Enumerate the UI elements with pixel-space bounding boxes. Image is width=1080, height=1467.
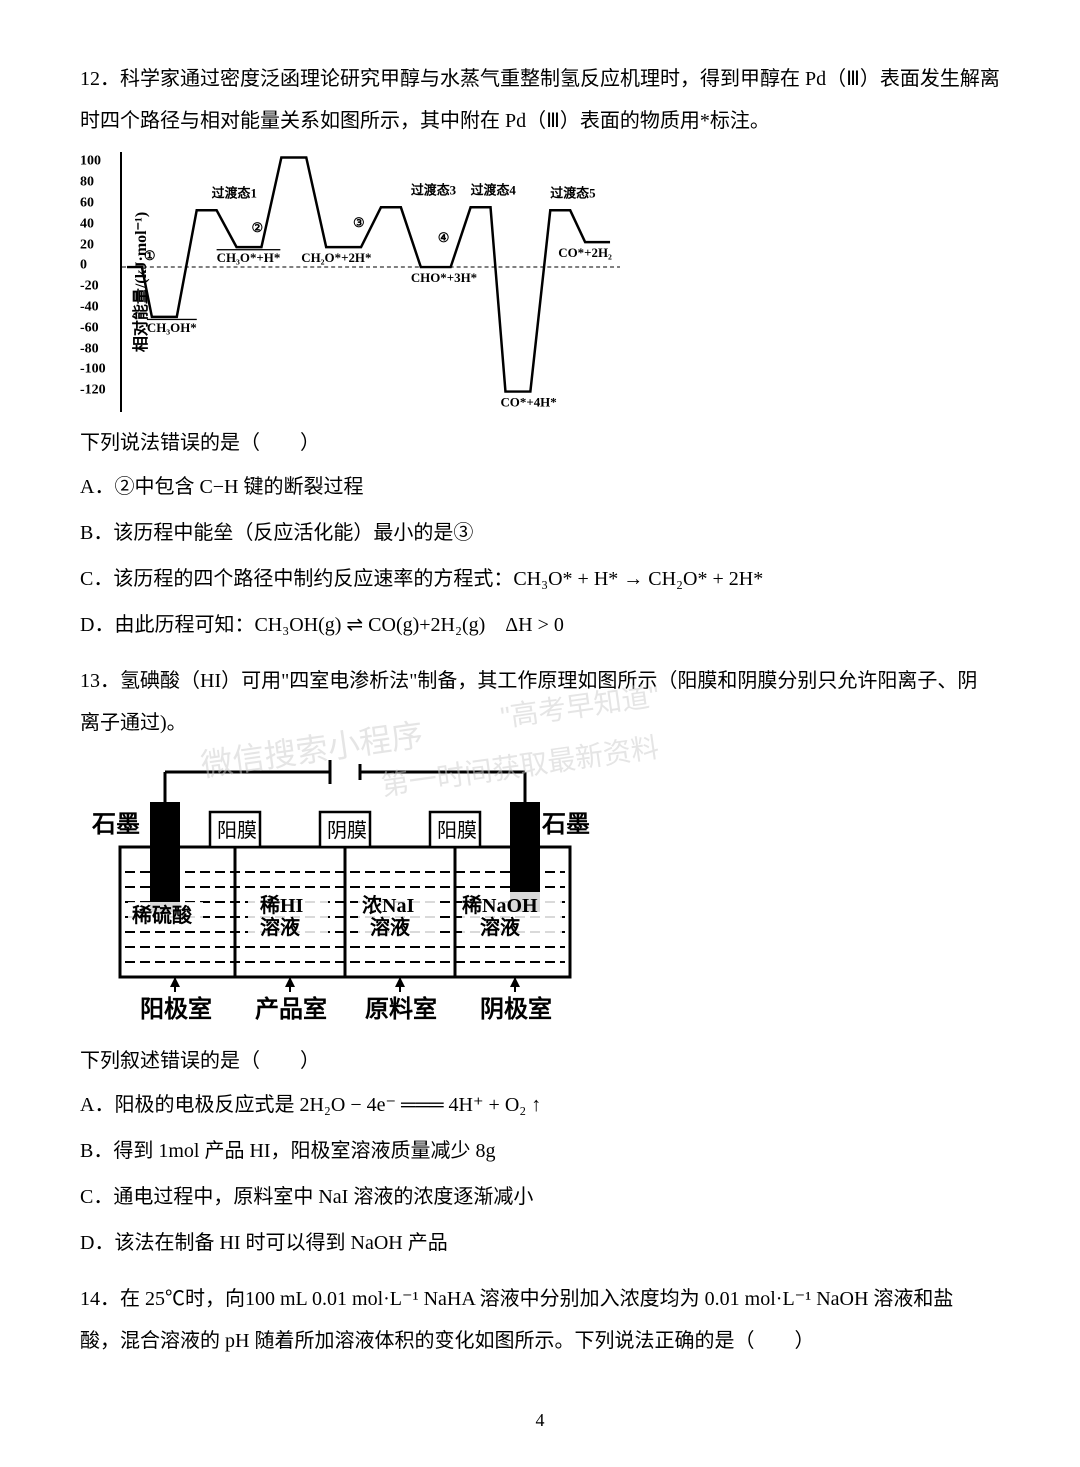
chamber: 稀NaOH xyxy=(462,893,538,917)
chamber: 浓NaI xyxy=(362,894,414,917)
q14-line2: 酸，混合溶液的 pH 随着所加溶液体积的变化如图所示。下列说法正确的是（ ） xyxy=(80,1322,1000,1360)
optd-prefix: D．由此历程可知： xyxy=(80,614,254,636)
q12-stem: 12．科学家通过密度泛函理论研究甲醇与水蒸气重整制氢反应机理时，得到甲醇在 Pd… xyxy=(80,60,1000,140)
q13-line1: 13．氢碘酸（HI）可用"四室电渗析法"制备，其工作原理如图所示（阳膜和阴膜分别… xyxy=(80,662,1000,700)
chamber: 溶液 xyxy=(480,915,521,939)
q13-figure: 阳膜 阴膜 阳膜 石墨 石墨 稀硫酸 稀HI 溶液 浓NaI 溶液 稀NaOH xyxy=(80,752,600,1032)
step-label: ③ xyxy=(353,215,365,230)
ts-label: 过渡态4 xyxy=(471,182,517,197)
step-label: ① xyxy=(144,248,156,263)
q12-figure: 相对能量/(kJ·mol⁻¹) 100 80 60 40 20 0 -20 -4… xyxy=(120,152,1000,412)
species: CH₃OH* xyxy=(147,320,197,335)
q12-opt-c: C．该历程的四个路径中制约反应速率的方程式：CH₃O* + H* → CH₂O*… xyxy=(80,560,1000,598)
chamber-label: 产品室 xyxy=(255,995,327,1023)
page-number: 4 xyxy=(536,1403,545,1437)
optc-prefix: C．该历程的四个路径中制约反应速率的方程式： xyxy=(80,568,513,590)
chamber: 稀HI xyxy=(260,893,304,917)
optc-formula: CH₃O* + H* → CH₂O* + 2H* xyxy=(513,568,763,590)
q12-line2: 时四个路径与相对能量关系如图所示，其中附在 Pd（Ⅲ）表面的物质用*标注。 xyxy=(80,102,1000,140)
energy-svg: 过渡态1 过渡态2 过渡态3 过渡态4 过渡态5 CH₃OH* CH₃O*+H*… xyxy=(122,152,620,412)
q13-options: A．阳极的电极反应式是 2H₂O − 4e⁻ ═══ 4H⁺ + O₂ ↑ B．… xyxy=(80,1086,1000,1262)
membrane-label: 阴膜 xyxy=(327,819,367,842)
species: CH₃O*+H* xyxy=(217,250,281,265)
electrode-label: 石墨 xyxy=(91,812,140,838)
q13-opt-c: C．通电过程中，原料室中 NaI 溶液的浓度逐渐减小 xyxy=(80,1178,1000,1216)
q12-opt-d: D．由此历程可知：CH₃OH(g) ⇌ CO(g)+2H₂(g) ΔH > 0 xyxy=(80,606,1000,644)
step-label: ② xyxy=(251,220,263,235)
chamber: 稀硫酸 xyxy=(132,903,193,927)
ts-label: 过渡态3 xyxy=(411,182,457,197)
q13-prompt: 下列叙述错误的是（ ） xyxy=(80,1042,1000,1080)
q14-stem: 14．在 25℃时，向100 mL 0.01 mol·L⁻¹ NaHA 溶液中分… xyxy=(80,1280,1000,1360)
q13-line2: 离子通过)。 xyxy=(80,704,1000,742)
chamber: 溶液 xyxy=(370,915,411,939)
optd-formula: CH₃OH(g) ⇌ CO(g)+2H₂(g) ΔH > 0 xyxy=(254,614,563,636)
species: CH₂O*+2H* xyxy=(301,250,371,265)
electrode-label: 石墨 xyxy=(541,812,590,838)
electrodialysis-svg: 阳膜 阴膜 阳膜 石墨 石墨 稀硫酸 稀HI 溶液 浓NaI 溶液 稀NaOH xyxy=(80,752,600,1032)
species: CO*+2H₂ xyxy=(558,245,612,260)
q14-line1: 14．在 25℃时，向100 mL 0.01 mol·L⁻¹ NaHA 溶液中分… xyxy=(80,1280,1000,1318)
ts-label: 过渡态2 xyxy=(276,152,321,154)
q13-opt-b: B．得到 1mol 产品 HI，阳极室溶液质量减少 8g xyxy=(80,1132,1000,1170)
step-label: ④ xyxy=(438,230,450,245)
q13-stem: 13．氢碘酸（HI）可用"四室电渗析法"制备，其工作原理如图所示（阳膜和阴膜分别… xyxy=(80,662,1000,742)
q13-opt-d: D．该法在制备 HI 时可以得到 NaOH 产品 xyxy=(80,1224,1000,1262)
chamber-label: 阳极室 xyxy=(140,995,212,1023)
species: CO*+4H* xyxy=(500,395,556,410)
energy-diagram: 相对能量/(kJ·mol⁻¹) 100 80 60 40 20 0 -20 -4… xyxy=(120,152,620,412)
membrane-label: 阳膜 xyxy=(217,819,257,842)
chamber-label: 原料室 xyxy=(365,995,437,1023)
q13-opt-a: A．阳极的电极反应式是 2H₂O − 4e⁻ ═══ 4H⁺ + O₂ ↑ xyxy=(80,1086,1000,1124)
q12-line1: 12．科学家通过密度泛函理论研究甲醇与水蒸气重整制氢反应机理时，得到甲醇在 Pd… xyxy=(80,60,1000,98)
membrane-label: 阳膜 xyxy=(437,819,477,842)
opta-formula: 2H₂O − 4e⁻ ═══ 4H⁺ + O₂ ↑ xyxy=(299,1094,541,1116)
opta-prefix: A．阳极的电极反应式是 xyxy=(80,1094,299,1116)
ytick: -120 xyxy=(80,378,106,405)
q12-opt-a: A．②中包含 C−H 键的断裂过程 xyxy=(80,468,1000,506)
species: CHO*+3H* xyxy=(411,270,477,285)
q12-options: A．②中包含 C−H 键的断裂过程 B．该历程中能垒（反应活化能）最小的是③ C… xyxy=(80,468,1000,644)
ts-label: 过渡态1 xyxy=(212,185,257,200)
chamber: 溶液 xyxy=(260,915,301,939)
ts-label: 过渡态5 xyxy=(550,185,595,200)
q12-prompt: 下列说法错误的是（ ） xyxy=(80,424,1000,462)
chamber-label: 阴极室 xyxy=(480,995,552,1023)
q12-opt-b: B．该历程中能垒（反应活化能）最小的是③ xyxy=(80,514,1000,552)
